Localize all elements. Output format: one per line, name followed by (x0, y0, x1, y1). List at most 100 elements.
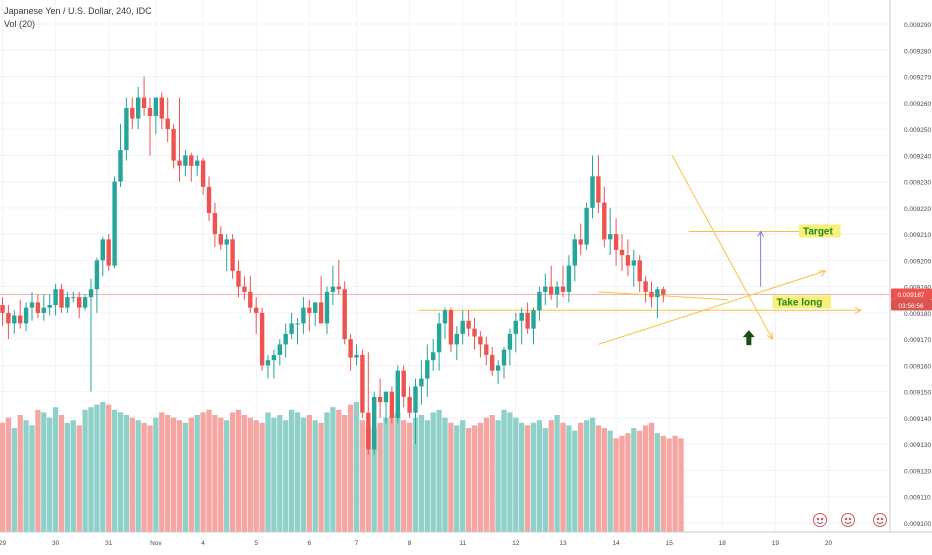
candle-body-up (495, 365, 501, 371)
volume-bar (336, 409, 342, 532)
candle-body-up (501, 349, 507, 366)
volume-bar (324, 412, 330, 532)
price-tick-label: 0.009100 (904, 521, 931, 528)
trend-drawings[interactable] (0, 155, 890, 345)
volume-bar (318, 422, 324, 532)
time-tick-label: 15 (666, 540, 674, 547)
volume-bar (678, 438, 684, 532)
candle-body-up (313, 302, 318, 313)
volume-bar (5, 417, 12, 532)
event-icon-ring (813, 513, 827, 527)
price-tick-label: 0.009290 (904, 22, 931, 29)
volume-bar (312, 420, 318, 532)
volume-bar (265, 412, 271, 532)
volume-bar (383, 417, 389, 532)
candle-body-up (295, 323, 300, 325)
candle-body-down (613, 234, 619, 250)
event-icon-dot (816, 517, 820, 521)
volume-bar (430, 412, 436, 532)
volume-bar (477, 422, 484, 532)
candle-body-down (254, 307, 259, 313)
price-tick-label: 0.009120 (904, 468, 931, 475)
volume-bar (206, 409, 212, 532)
candle-body-up (436, 323, 442, 353)
candle-body-down (0, 305, 5, 313)
event-icon-dot (876, 517, 880, 521)
candle-body-up (572, 239, 577, 266)
candle-body-up (537, 291, 542, 311)
candle-body-up (395, 370, 400, 418)
volume-bar (76, 425, 82, 532)
candle-body-up (608, 234, 613, 240)
candle-body-up (566, 265, 572, 292)
volume-bar (595, 425, 602, 532)
event-icon-ring (841, 513, 855, 527)
volume-bar (29, 425, 35, 532)
candle-body-down (549, 286, 554, 295)
candle-body-down (348, 339, 353, 358)
volume-bar (359, 420, 366, 532)
candle-body-up (29, 302, 35, 308)
volume-bar (253, 420, 259, 532)
volume-bar (513, 417, 519, 532)
volume-bar (294, 412, 301, 532)
volume-bar (637, 430, 643, 532)
time-tick-label: 12 (512, 540, 520, 547)
candle-body-up (277, 344, 282, 355)
candle-body-down (472, 328, 477, 337)
target-label: Target (799, 224, 841, 238)
event-icon-mark (876, 521, 884, 524)
volume-bar (283, 420, 289, 532)
volume-bar (200, 412, 206, 532)
candle-body-down (389, 391, 395, 418)
candle-body-up (53, 289, 58, 306)
candle-body-down (307, 307, 312, 313)
candle-body-up (372, 396, 377, 450)
candle-body-down (18, 315, 23, 324)
volume-bar (159, 412, 165, 532)
volume-bar (454, 425, 460, 532)
candle-body-up (519, 312, 524, 321)
price-tick-label: 0.009230 (904, 180, 931, 187)
candle-body-up (383, 391, 389, 403)
take-long-label-text: Take long (776, 297, 822, 308)
time-tick-label: 14 (612, 540, 620, 547)
time-tick-label: Nov (150, 540, 162, 547)
last-price-label: 0.009187 (897, 292, 924, 299)
candle-body-down (360, 354, 365, 413)
volume-bar (194, 415, 200, 532)
volume-bar (229, 412, 236, 532)
volume-bar (672, 435, 678, 532)
volume-bar (277, 415, 283, 532)
price-tick-label: 0.009220 (904, 206, 931, 213)
candle-body-up (124, 108, 129, 151)
candle-body-down (59, 289, 64, 308)
candle-body-down (596, 176, 601, 203)
candle-body-up (195, 160, 200, 166)
event-icon-mark (816, 521, 824, 524)
candle-body-up (271, 354, 277, 361)
candle-body-down (336, 286, 341, 290)
price-tick-label: 0.009110 (904, 495, 931, 502)
volume-bar (182, 422, 189, 532)
price-tick-label: 0.009280 (904, 48, 931, 55)
volume-bar (330, 407, 336, 532)
volume-bar (566, 425, 572, 532)
volume-bar (259, 422, 265, 532)
candle-body-up (265, 360, 271, 366)
volume-indicator-label[interactable]: Vol (20) (4, 19, 36, 29)
candle-body-down (478, 336, 483, 345)
volume-bar (560, 422, 566, 532)
candle-body-down (578, 239, 583, 245)
volume-bar (530, 422, 537, 532)
price-tick-label: 0.009180 (904, 311, 931, 318)
candle-body-down (77, 297, 82, 308)
target-label-text: Target (803, 226, 833, 237)
volume-bar (288, 409, 295, 532)
time-tick-label: 30 (52, 540, 60, 547)
candle-body-down (466, 320, 471, 329)
countdown-badge (891, 299, 932, 311)
